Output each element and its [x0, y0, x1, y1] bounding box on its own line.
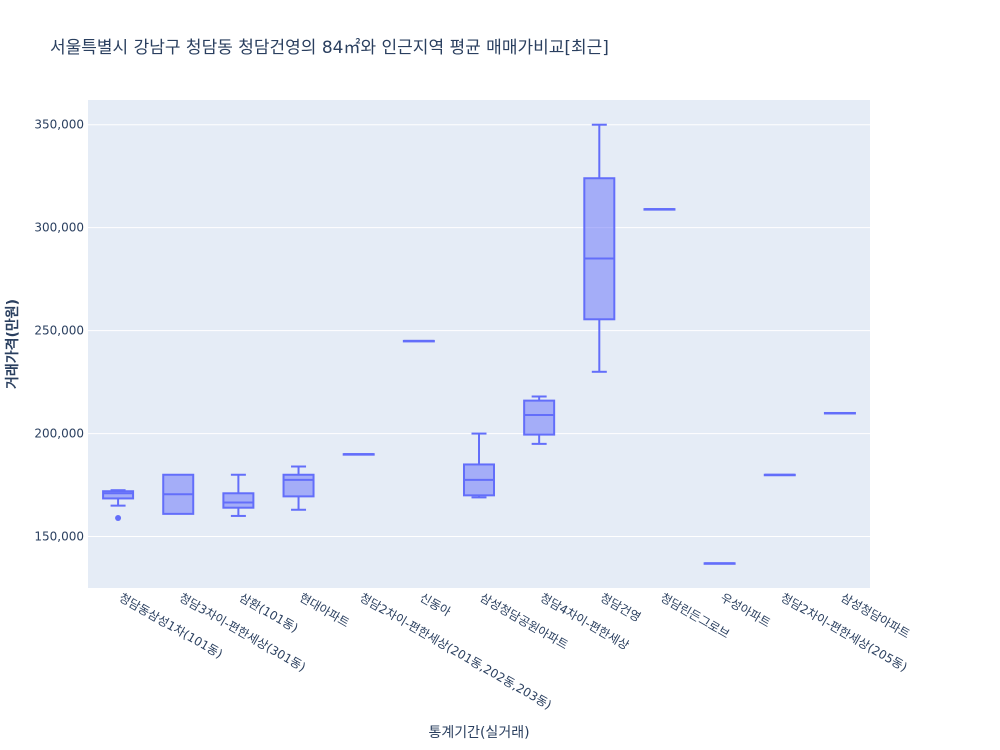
y-axis-title: 거래가격(만원) — [4, 299, 21, 389]
box-12 — [763, 473, 796, 477]
box-body — [222, 492, 255, 509]
y-tick-label: 150,000 — [34, 530, 84, 544]
box-4 — [282, 465, 315, 511]
x-tick-label: 청담동삼성1차(101동) — [117, 590, 225, 661]
box-6 — [402, 339, 435, 343]
box-3 — [222, 473, 255, 517]
box-7 — [463, 432, 495, 499]
x-tick-label: 우성아파트 — [718, 590, 773, 630]
x-axis-title: 통계기간(실거래) — [428, 725, 529, 741]
y-axis-ticks: 150,000 200,000 250,000 300,000 350,000 — [34, 118, 84, 544]
box-9 — [583, 123, 616, 373]
plot-area-background — [88, 100, 870, 588]
x-tick-label: 청담건영 — [598, 590, 643, 624]
x-axis-ticks: 청담동삼성1차(101동)청담3차이-편한세상(301동)삼환(101동)현대아… — [117, 590, 913, 712]
y-tick-label: 200,000 — [34, 427, 84, 441]
x-tick-label: 청담2차이-편한세상(201동,202동,203동) — [357, 590, 554, 712]
x-tick-label: 현대아파트 — [297, 590, 352, 630]
y-tick-label: 300,000 — [34, 221, 84, 235]
box-body — [583, 177, 616, 321]
y-tick-label: 250,000 — [34, 324, 84, 338]
y-tick-label: 350,000 — [34, 118, 84, 132]
box-10 — [643, 208, 676, 211]
box-1 — [102, 489, 135, 521]
box-13 — [823, 411, 856, 415]
box-8 — [523, 395, 556, 445]
box-11 — [703, 562, 736, 565]
box-body — [102, 490, 135, 500]
box-2 — [162, 473, 195, 515]
box-body — [282, 473, 315, 498]
boxes — [102, 123, 856, 565]
box-5 — [342, 453, 375, 456]
x-tick-label: 신동아 — [417, 590, 453, 619]
box-body — [523, 399, 556, 436]
outlier-point — [115, 514, 122, 521]
chart-title: 서울특별시 강남구 청담동 청담건영의 84㎡와 인근지역 평균 매매가비교[최… — [50, 38, 609, 58]
